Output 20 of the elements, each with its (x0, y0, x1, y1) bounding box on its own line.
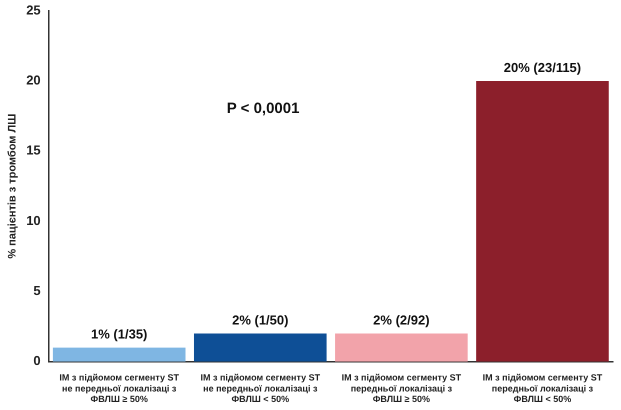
x-tick-label: ІМ з підйомом сегменту ST не передньої локалізаці з ФВЛШ < 50% (200, 372, 321, 404)
annotation: P < 0,0001 (226, 100, 300, 118)
bar (194, 334, 327, 362)
data-label: 2% (1/50) (232, 312, 288, 328)
x-tick-label: ІМ з підйомом сегменту ST не передньої локалізаці з ФВЛШ ≥ 50% (59, 372, 180, 404)
data-label: 1% (1/35) (91, 326, 148, 342)
y-tick-label: 10 (26, 212, 41, 228)
bar (476, 80, 609, 362)
data-label: 20% (23/115) (504, 60, 582, 76)
x-tick-label: ІМ з підйомом сегменту ST передньої локалізаці з ФВЛШ < 50% (482, 372, 603, 404)
y-axis-title: % пацієнтів з тромбом ЛШ (6, 114, 19, 259)
x-tick-label: ІМ з підйомом сегменту ST передньої локалізаці з ФВЛШ ≥ 50% (342, 372, 462, 404)
y-tick-label: 5 (33, 283, 41, 298)
y-tick-label: 15 (26, 142, 41, 158)
y-tick-label: 0 (33, 353, 41, 368)
y-tick-label: 20 (26, 72, 41, 88)
bar (335, 334, 468, 362)
y-tick-label: 25 (26, 2, 41, 18)
bar (52, 348, 186, 362)
data-label: 2% (2/92) (373, 312, 430, 328)
